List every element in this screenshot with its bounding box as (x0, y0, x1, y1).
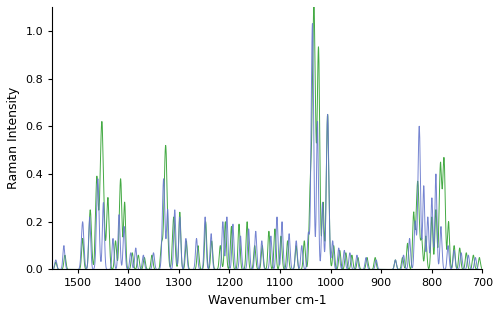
Y-axis label: Raman Intensity: Raman Intensity (7, 87, 20, 189)
X-axis label: Wavenumber cm-1: Wavenumber cm-1 (208, 294, 326, 307)
